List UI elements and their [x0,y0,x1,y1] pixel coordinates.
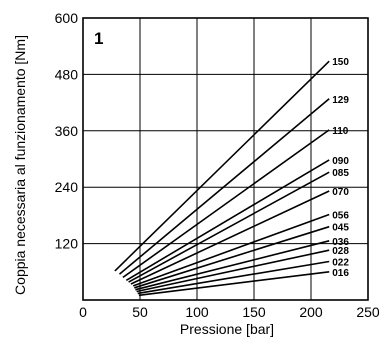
series-label-028: 028 [332,246,349,257]
x-tick-label: 50 [132,304,148,320]
y-tick-label: 600 [55,10,79,26]
y-tick-labels: 120 240 360 480 600 [55,10,79,252]
series-label-036: 036 [332,237,349,248]
series-label-129: 129 [332,95,349,106]
series-label-090: 090 [332,156,349,167]
series-line-150 [114,60,330,272]
x-tick-label: 250 [356,304,379,320]
panel-label: 1 [94,29,103,48]
series-line-016 [138,271,330,297]
series-line-056 [132,213,330,287]
series-label-150: 150 [332,57,349,68]
y-axis-title: Coppia necessaria al funzionamento [Nm] [12,35,28,295]
series-label-085: 085 [332,168,349,179]
series-line-022 [137,260,330,295]
plot-frame [82,17,369,301]
series-line-085 [128,171,330,283]
x-tick-label: 0 [79,304,87,320]
grid [83,18,368,300]
series-lines [114,60,330,297]
series-line-110 [122,129,330,279]
series-line-090 [125,159,330,281]
series-label-110: 110 [332,126,349,137]
x-axis-title: Pressione [bar] [180,321,274,337]
series-line-028 [136,249,330,293]
x-tick-label: 100 [185,304,209,320]
x-tick-labels: 0 50 100 150 200 250 [79,304,379,320]
series-line-036 [135,240,330,291]
series-label-045: 045 [332,223,349,234]
series-line-045 [134,225,330,289]
x-tick-label: 200 [299,304,323,320]
series-line-129 [118,98,330,275]
y-tick-label: 120 [55,236,79,252]
series-label-056: 056 [332,210,349,221]
y-tick-label: 240 [55,179,79,195]
y-tick-label: 360 [55,123,79,139]
series-line-070 [130,190,330,285]
series-label-016: 016 [332,268,349,279]
y-tick-label: 480 [55,66,79,82]
x-tick-label: 150 [242,304,266,320]
series-label-022: 022 [332,257,349,268]
series-label-070: 070 [332,187,349,198]
